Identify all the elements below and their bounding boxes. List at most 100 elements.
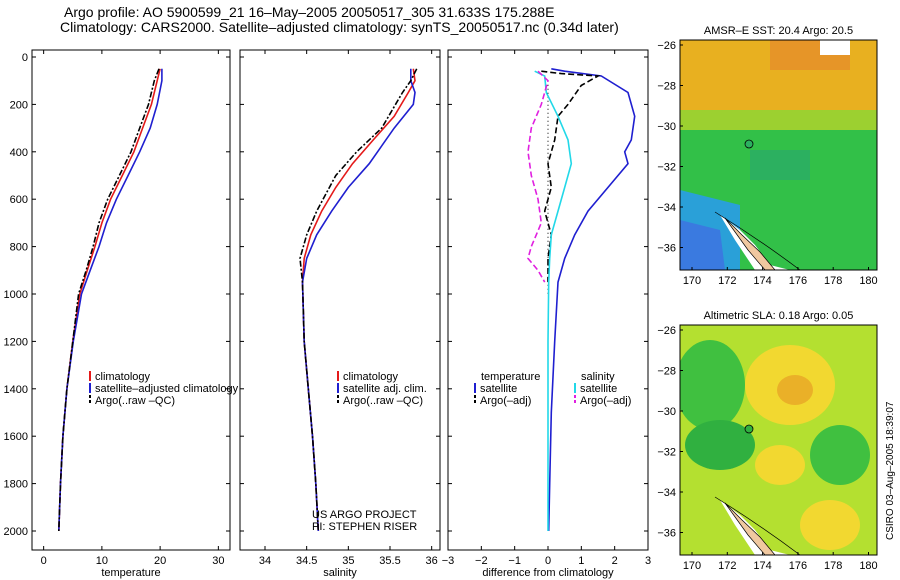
series-line-3: [534, 70, 573, 531]
map-x-tick-label: 176: [789, 560, 807, 572]
map-x-tick-label: 178: [824, 560, 842, 572]
map-y-tick-label: −30: [657, 406, 676, 418]
land-new-zealand: [724, 217, 776, 270]
sst-land-mask: [820, 40, 850, 55]
figure-title-line2: Climatology: CARS2000. Satellite–adjuste…: [60, 19, 619, 35]
timestamp-side-label: CSIRO 03–Aug–2005 18:39:07: [885, 401, 896, 540]
land-new-zealand: [724, 502, 776, 555]
map-panel-2: Altimetric SLA: 0.18 Argo: 0.05 170 172 174…: [657, 310, 877, 572]
map-y-tick-label: −26: [657, 40, 676, 52]
x-tick-label: 20: [154, 555, 166, 567]
profile-panel-2: 34 34.5 35 35.5 36 salinity: [239, 49, 441, 579]
map-field: [680, 40, 877, 270]
map-y-tick-label: −26: [657, 325, 676, 337]
sla-high-core: [777, 375, 813, 405]
map-y-tick-label: −28: [657, 81, 676, 93]
sst-mid-patch: [750, 150, 810, 180]
map-title: AMSR–E SST: 20.4 Argo: 20.5: [704, 25, 853, 37]
x-tick-label: 1: [578, 555, 584, 567]
figure-title-line1: Argo profile: AO 5900599_21 16–May–2005 …: [64, 4, 555, 20]
x-tick-label: 30: [212, 555, 224, 567]
map-y-tick-label: −30: [657, 121, 676, 133]
panel-frame: [31, 49, 231, 551]
x-tick-label: 2: [612, 555, 618, 567]
profile-panel-1: 0 10 20 30 temperature 0 200 400 600 800 1000 1200 1…: [4, 49, 231, 579]
legend-climatology-label: climatology: [343, 371, 399, 383]
map-x-tick-label: 172: [718, 275, 736, 287]
sla-high-3: [800, 500, 860, 550]
map-y-tick-label: −32: [657, 447, 676, 459]
map-y-tick-label: −32: [657, 162, 676, 174]
legend-argo-label: Argo(..raw –QC): [343, 395, 423, 407]
x-tick-label: −3: [442, 555, 455, 567]
legend-difference: temperaturesatelliteArgo(–adj)salinitysa…: [474, 371, 631, 407]
map-frame: [679, 324, 878, 556]
map-x-tick-label: 174: [753, 560, 771, 572]
y-tick-label: 600: [10, 194, 28, 206]
x-axis-label: temperature: [101, 567, 160, 579]
legend-heading-salinity: salinity: [581, 371, 615, 383]
x-tick-label: 35.5: [379, 555, 400, 567]
map-x-tick-label: 170: [683, 275, 701, 287]
y-tick-label: 2000: [4, 526, 28, 538]
legend-heading-temperature: temperature: [481, 371, 540, 383]
map-x-tick-label: 170: [683, 560, 701, 572]
series-line-3: [299, 68, 418, 532]
x-tick-label: 0: [545, 555, 551, 567]
x-tick-label: 0: [41, 555, 47, 567]
map-x-tick-label: 180: [859, 560, 877, 572]
sst-transition: [680, 110, 877, 130]
y-tick-label: 1000: [4, 289, 28, 301]
sst-cold-patch: [680, 220, 725, 270]
argo-float-marker: [744, 139, 754, 149]
x-tick-label: −2: [475, 555, 488, 567]
map-field: [680, 325, 877, 555]
argo-float-marker: [744, 424, 754, 434]
x-tick-label: 34.5: [296, 555, 317, 567]
x-axis-label: difference from climatology: [482, 567, 614, 579]
map-y-tick-label: −36: [657, 243, 676, 255]
project-name: US ARGO PROJECT: [312, 509, 417, 521]
map-x-tick-label: 178: [824, 275, 842, 287]
panel-frame: [239, 49, 441, 551]
legend-climatology-label: climatology: [95, 371, 151, 383]
x-tick-label: 10: [96, 555, 108, 567]
map-y-tick-label: −28: [657, 366, 676, 378]
series-line-2: [58, 68, 163, 532]
y-tick-label: 1200: [4, 336, 28, 348]
map-x-tick-label: 172: [718, 560, 736, 572]
map-x-tick-label: 174: [753, 275, 771, 287]
profile-panel-3: −3 −2 −1 0 1 2 3 difference from climatology: [442, 49, 651, 579]
x-tick-label: −1: [508, 555, 521, 567]
map-panel-1: AMSR–E SST: 20.4 Argo: 20.5 170 172 174 176 1…: [657, 25, 877, 287]
map-frame: [679, 39, 878, 271]
y-tick-label: 1400: [4, 384, 28, 396]
y-tick-label: 400: [10, 147, 28, 159]
land-mask: [720, 500, 790, 555]
legend-sal-satellite-label: satellite: [580, 383, 617, 395]
sla-high-2: [755, 445, 805, 485]
x-tick-label: 3: [645, 555, 651, 567]
x-tick-label: 36: [426, 555, 438, 567]
y-tick-label: 1800: [4, 479, 28, 491]
legend-temp-argo-label: Argo(–adj): [480, 395, 531, 407]
map-y-tick-label: −36: [657, 528, 676, 540]
y-tick-label: 1600: [4, 431, 28, 443]
map-y-tick-label: −34: [657, 487, 676, 499]
legend-satellite-label: satellite–adjusted climatology: [95, 383, 239, 395]
series-line-3: [58, 68, 160, 532]
map-x-tick-label: 176: [789, 275, 807, 287]
y-tick-label: 200: [10, 99, 28, 111]
sla-low-2: [685, 420, 755, 470]
y-tick-label: 0: [22, 52, 28, 64]
x-tick-label: 35: [342, 555, 354, 567]
project-pi: PI: STEPHEN RISER: [312, 521, 417, 533]
sla-low-3: [810, 425, 870, 485]
y-tick-label: 800: [10, 242, 28, 254]
bathymetry-contour: [714, 496, 801, 555]
legend-satellite-label: satellite adj. clim.: [343, 383, 427, 395]
legend-argo-label: Argo(..raw –QC): [95, 395, 175, 407]
